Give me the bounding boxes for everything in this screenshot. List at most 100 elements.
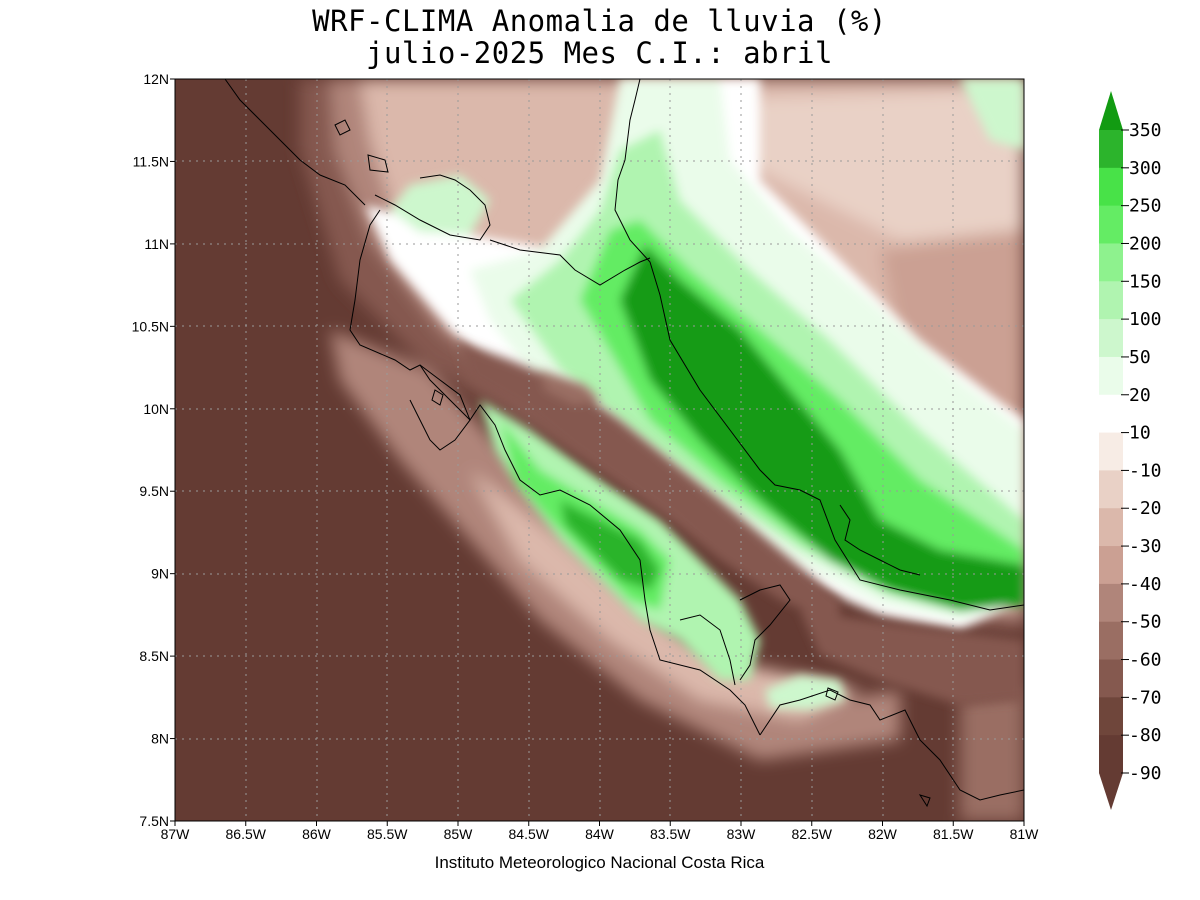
coastlines [224,79,1024,808]
x-tick-label: 81.5W [933,826,974,842]
colorbar-segment [1099,621,1123,661]
pacific-slope-50 [330,330,900,760]
colorbar-segment [1099,243,1123,282]
wet-50-nw-pocket [390,175,490,235]
caribbean-dry-40 [880,230,1024,420]
wet-50-gulf [765,675,845,710]
wet-350-north [620,245,1024,610]
colorbar-segment [1099,319,1123,358]
colorbar-segment [1099,470,1123,509]
colorbar-segment [1099,130,1123,169]
colorbar-label: 300 [1129,158,1162,179]
colorbar-label: 200 [1129,233,1162,254]
colorbar-top-arrow [1099,91,1123,130]
colorbar-label: -40 [1129,574,1162,595]
nicaragua-pacific-coast [224,79,366,206]
island-2 [367,154,389,173]
y-tick-label: 11N [144,236,169,252]
axis-ticks [170,78,1025,826]
colorbar-label: -20 [1129,498,1162,519]
colorbar-label: -50 [1129,612,1162,633]
y-tick-label: 8N [151,731,169,747]
y-axis-labels: 12N 11.5N 11N 10.5N 10N 9.5N 9N 8.5N 8N 7.5N [132,71,169,829]
colorbar-segment [1099,356,1123,396]
colorbar: 350 300 250 200 150 100 50 20 10 -10 -20 -30 -40 -50 -… [1099,91,1162,810]
island-5 [918,794,931,808]
y-tick-label: 9N [151,566,169,582]
y-tick-label: 7.5N [139,813,169,829]
x-tick-label: 82.5W [792,826,833,842]
x-tick-label: 87W [161,826,191,842]
colorbar-bottom-arrow [1099,773,1123,810]
y-tick-label: 10.5N [132,318,169,334]
pacific-dry-band [800,610,1024,705]
x-tick-label: 85W [444,826,474,842]
colorbar-label: 100 [1129,309,1162,330]
map-subtitle: julio-2025 Mes C.I.: abril [366,36,833,70]
bocas-del-toro [839,504,921,576]
x-tick-label: 83W [727,826,757,842]
colorbar-label: 250 [1129,196,1162,217]
colorbar-segment [1099,659,1123,698]
colorbar-segment [1099,546,1123,585]
colorbar-label: -70 [1129,687,1162,708]
colorbar-label: 10 [1129,423,1151,444]
colorbar-label: -60 [1129,650,1162,671]
colorbar-segment [1099,432,1123,471]
x-tick-label: 82W [868,826,898,842]
wet-350-south [560,500,660,590]
wet-gradient-layers [365,79,1024,710]
map-title: WRF-CLIMA Anomalia de lluvia (%) [312,4,887,38]
x-tick-label: 83.5W [650,826,691,842]
x-axis-labels: 87W 86.5W 86W 85.5W 85W 84.5W 84W 83.5W 83W 82.5W… [161,826,1040,842]
colorbar-label: 20 [1129,385,1151,406]
colorbar-segment [1099,205,1123,244]
southeast-dry-60 [960,690,1024,821]
island-1 [334,119,351,136]
x-tick-label: 86.5W [226,826,267,842]
gridlines [175,79,1024,821]
colorbar-segment [1099,167,1123,207]
colorbar-label: -10 [1129,460,1162,481]
caribbean-coast [614,79,1024,611]
colorbar-segment [1099,735,1123,774]
panama-pacific-coast [759,689,1024,801]
colorbar-segment [1099,394,1123,434]
colorbar-segment [1099,508,1123,547]
y-tick-label: 12N [143,71,169,87]
colorbar-label: 150 [1129,271,1162,292]
golfo-dulce [739,584,791,681]
colorbar-segment [1099,697,1123,736]
wet-north-corner [960,79,1024,150]
caribbean-dry-20 [700,90,1024,240]
y-tick-label: 9.5N [139,483,169,499]
x-tick-label: 81W [1010,826,1040,842]
nicoya-gulf [409,364,471,451]
colorbar-label: 50 [1129,347,1151,368]
colorbar-label: -80 [1129,725,1162,746]
island-4 [825,687,839,701]
colorbar-label: -30 [1129,536,1162,557]
colorbar-segment [1099,281,1123,320]
x-tick-label: 86W [302,826,332,842]
central-ridge [455,340,840,625]
x-tick-label: 84.5W [509,826,550,842]
y-tick-label: 11.5N [133,153,169,169]
island-3 [431,389,444,406]
costa-rica-pacific-coast [349,209,761,736]
credit-line: Instituto Meteorologico Nacional Costa R… [434,853,765,872]
central-ridge-core [540,370,600,405]
x-tick-label: 84W [585,826,615,842]
osa-peninsula [679,614,736,686]
nicaragua-costa-rica-border [489,239,651,286]
y-tick-label: 10N [143,401,169,417]
colorbar-label: -90 [1129,763,1162,784]
colorbar-segment [1099,583,1123,623]
anomaly-field [175,79,1024,821]
colorbar-label: 350 [1129,120,1162,141]
x-tick-label: 85.5W [367,826,408,842]
lake-nicaragua-outline [374,174,491,241]
y-tick-label: 8.5N [139,648,169,664]
dry-ridge-features [455,340,1024,705]
